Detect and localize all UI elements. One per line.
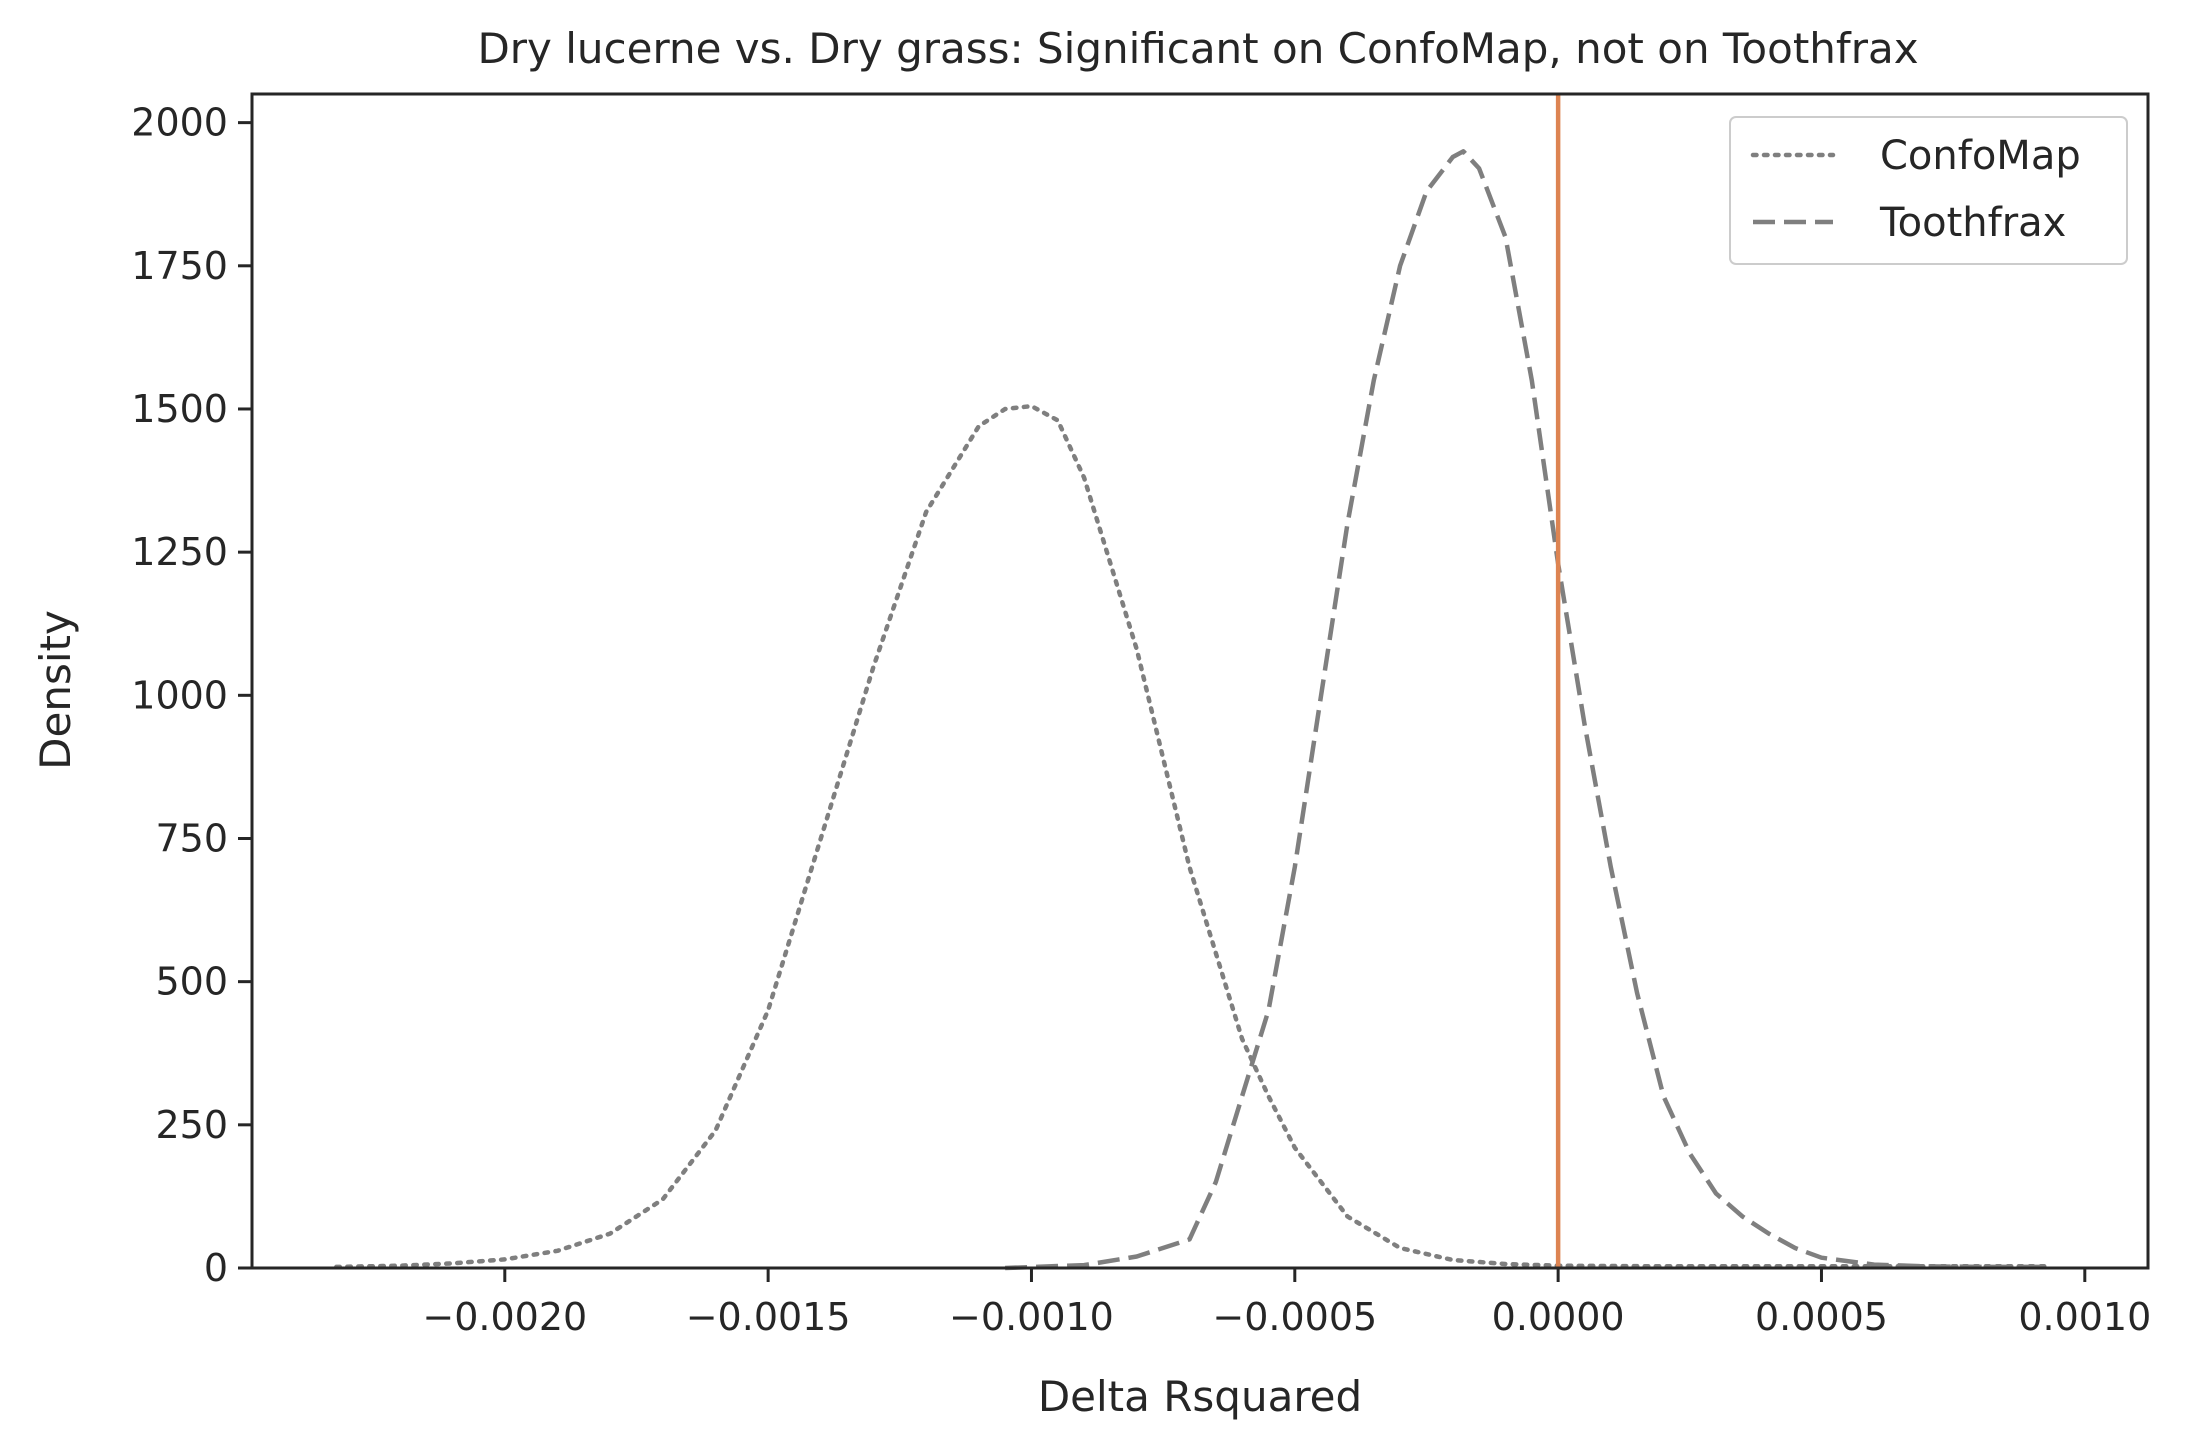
x-tick-label: 0.0000 (1492, 1295, 1625, 1339)
legend-label-toothfrax: Toothfrax (1879, 200, 2066, 246)
x-axis: −0.0020 −0.0015 −0.0010 −0.0005 0.0000 0.0005… (422, 1268, 2151, 1339)
x-axis-label: Delta Rsquared (1038, 1372, 1362, 1421)
plot-area (334, 94, 2051, 1271)
series-line-toothfrax (1005, 149, 2048, 1271)
y-axis-label: Density (31, 610, 80, 770)
y-tick-label: 1750 (131, 244, 228, 288)
x-tick-label: −0.0015 (686, 1295, 851, 1339)
chart-title: Dry lucerne vs. Dry grass: Significant o… (477, 24, 1918, 73)
y-tick-label: 750 (155, 816, 228, 860)
series-line-confomap (334, 403, 2051, 1270)
x-tick-label: −0.0010 (949, 1295, 1114, 1339)
y-tick-label: 1500 (131, 387, 228, 431)
legend: ConfoMap Toothfrax (1729, 116, 2128, 265)
y-tick-label: 1000 (131, 673, 228, 717)
y-tick-label: 2000 (131, 101, 228, 145)
axes-frame (250, 92, 2150, 1270)
x-tick-label: −0.0005 (1212, 1295, 1377, 1339)
x-tick-label: −0.0020 (422, 1295, 587, 1339)
y-axis: 0 250 500 750 1000 1250 1500 1750 2000 (131, 101, 252, 1290)
y-tick-label: 500 (155, 960, 228, 1004)
y-tick-label: 1250 (131, 530, 228, 574)
x-tick-label: 0.0010 (2018, 1295, 2151, 1339)
y-tick-label: 0 (204, 1246, 228, 1290)
y-tick-label: 250 (155, 1103, 228, 1147)
x-tick-label: 0.0005 (1755, 1295, 1888, 1339)
legend-label-confomap: ConfoMap (1880, 133, 2081, 179)
